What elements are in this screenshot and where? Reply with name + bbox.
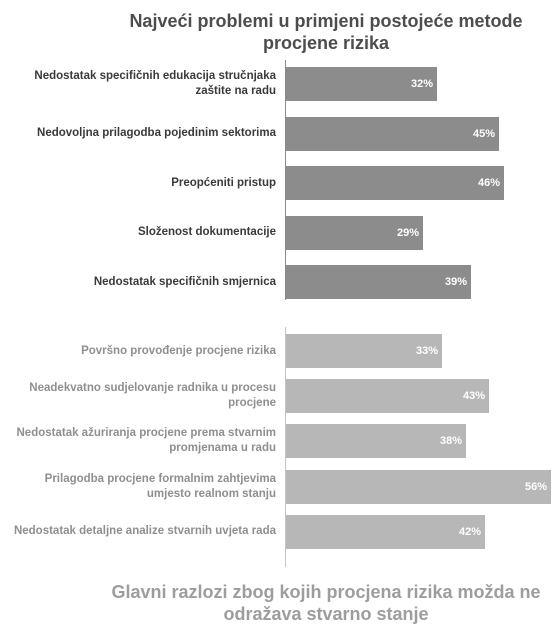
data-label: 42% <box>458 525 481 538</box>
axis-line-top <box>285 60 286 300</box>
data-label: 32% <box>410 78 433 90</box>
category-label: Neadekvatno sudjelovanje radnika u proce… <box>29 382 276 410</box>
category-label: Površno provođenje procjene rizika <box>81 344 276 357</box>
data-label: 38% <box>439 435 462 448</box>
bar <box>286 166 504 200</box>
category-label: Nedostatak specifičnih smjernica <box>93 275 276 288</box>
bar <box>286 265 471 299</box>
chart-title-bottom: Glavni razlozi zbog kojih procjena rizik… <box>111 582 541 624</box>
category-label: Prilagodba procjene formalnim zahtjevima… <box>44 472 276 500</box>
bar <box>286 215 423 250</box>
bar <box>286 514 485 549</box>
bar <box>286 379 489 414</box>
category-label: Nedostatak ažuriranja procjene prema stv… <box>16 427 277 455</box>
data-label: 46% <box>477 177 500 189</box>
bar <box>286 67 437 101</box>
category-label: Nedostatak detaljne analize stvarnih uvj… <box>13 525 276 538</box>
data-label: 43% <box>462 390 485 403</box>
data-label: 45% <box>472 127 495 140</box>
category-label: Preopćeniti pristup <box>171 176 276 189</box>
bar <box>286 116 499 151</box>
data-label: 56% <box>524 480 547 493</box>
data-label: 29% <box>396 226 419 239</box>
bar <box>286 469 551 504</box>
chart-title-top: Najveći problemi u primjeni postojeće me… <box>129 11 523 53</box>
bar <box>286 334 442 368</box>
category-label: Nedovoljna prilagodba pojedinim sektorim… <box>37 127 276 139</box>
data-label: 33% <box>415 345 438 357</box>
category-label: Složenost dokumentacije <box>137 226 276 238</box>
category-label: Nedostatak specifičnih edukacija stručnj… <box>34 70 276 97</box>
data-label: 39% <box>444 276 467 288</box>
bar <box>286 424 466 459</box>
axis-line-bottom <box>285 327 286 567</box>
